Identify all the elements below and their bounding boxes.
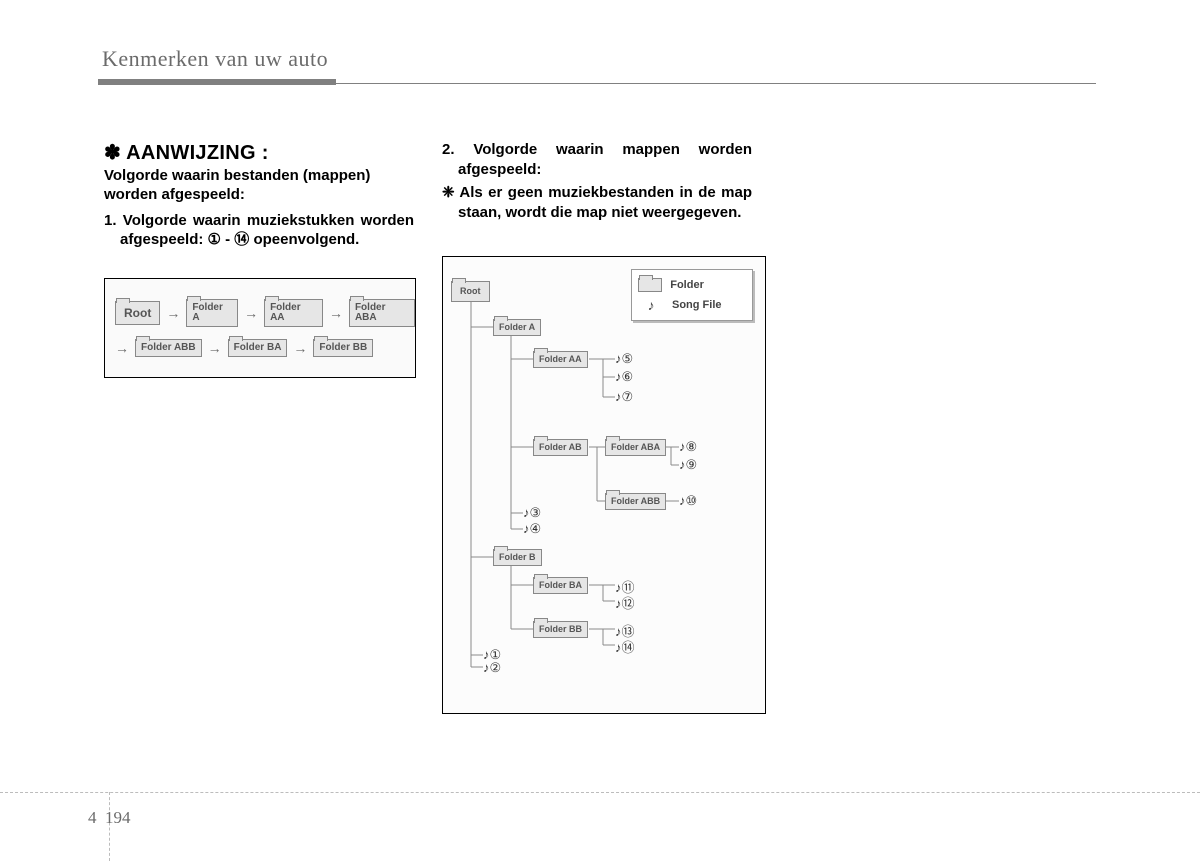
folder-node: Folder AA <box>264 299 323 327</box>
tree-folder-aba: Folder ABA <box>605 439 666 456</box>
song-8: ♪⑧ <box>679 439 697 455</box>
song-9: ♪⑨ <box>679 457 697 473</box>
folder-node: Folder BA <box>228 339 288 357</box>
folder-root: Root <box>115 301 160 325</box>
arrow-icon: → <box>244 305 258 321</box>
folder-node: Folder A <box>186 299 238 327</box>
notice-heading: ✽ AANWIJZING : <box>104 140 414 165</box>
header-rule-thick <box>98 79 336 85</box>
song-14: ♪⑭ <box>615 637 635 656</box>
arrow-icon: → <box>166 305 180 321</box>
arrow-icon: → <box>293 340 307 356</box>
footer-dash-line <box>0 792 1200 793</box>
tree-folder-abb: Folder ABB <box>605 493 666 510</box>
tree-folder-ba: Folder BA <box>533 577 588 594</box>
song-10: ♪⑩ <box>679 493 697 509</box>
diagram-folder-sequence: Root → Folder A → Folder AA → Folder ABA… <box>104 278 416 378</box>
tree-connector-lines <box>443 257 765 713</box>
song-3: ♪③ <box>523 505 541 521</box>
song-4: ♪④ <box>523 521 541 537</box>
song-7: ♪⑦ <box>615 389 633 405</box>
list-item-1: 1. Volgorde waarin muziekstukken worden … <box>104 211 414 250</box>
folder-node: Folder ABA <box>349 299 415 327</box>
tree-folder-b: Folder B <box>493 549 542 566</box>
folder-node: Folder ABB <box>135 339 202 357</box>
folder-node: Folder BB <box>313 339 373 357</box>
arrow-icon: → <box>115 340 129 356</box>
tree-folder-a: Folder A <box>493 319 541 336</box>
song-6: ♪⑥ <box>615 369 633 385</box>
song-5: ♪⑤ <box>615 351 633 367</box>
list-item-2: 2. Volgorde waarin mappen worden afgespe… <box>442 140 752 179</box>
column-1: ✽ AANWIJZING : Volgorde waarin bestanden… <box>104 140 414 250</box>
diagram-folder-tree: Folder ♪ Song File <box>442 256 766 714</box>
column-2: 2. Volgorde waarin mappen worden afgespe… <box>442 140 752 222</box>
song-12: ♪⑫ <box>615 593 635 612</box>
header-rule-thin <box>336 83 1096 84</box>
arrow-icon: → <box>329 305 343 321</box>
section-title: Kenmerken van uw auto <box>102 46 328 72</box>
page-number: 4 194 <box>88 808 131 828</box>
song-2: ♪② <box>483 660 501 676</box>
notice-subheading: Volgorde waarin bestanden (mappen) worde… <box>104 167 414 205</box>
note-text: ❈ Als er geen muziekbestanden in de map … <box>442 183 752 222</box>
tree-folder-ab: Folder AB <box>533 439 588 456</box>
arrow-icon: → <box>208 340 222 356</box>
tree-folder-aa: Folder AA <box>533 351 588 368</box>
tree-folder-bb: Folder BB <box>533 621 588 638</box>
tree-root: Root <box>451 281 490 302</box>
